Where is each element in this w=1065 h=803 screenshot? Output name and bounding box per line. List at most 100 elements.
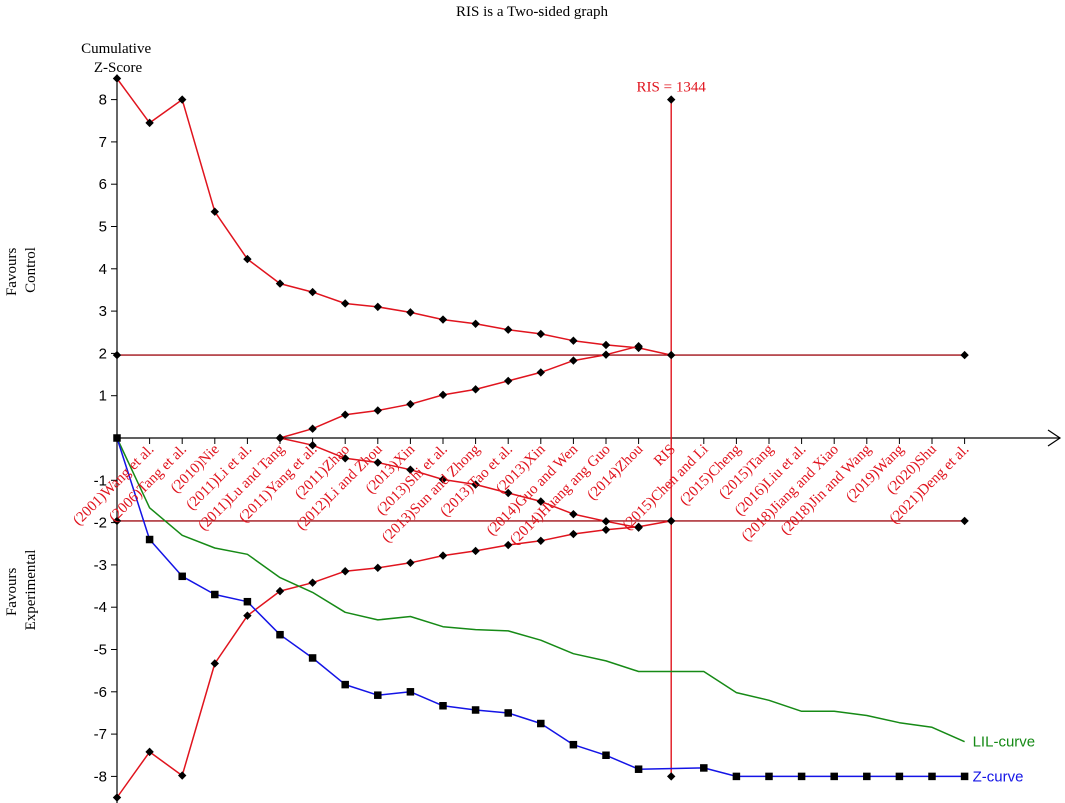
lower-monitoring-boundary-point: [275, 586, 285, 596]
lower-futility-boundary-point: [341, 454, 350, 463]
upper-futility-boundary-line: [279, 345, 639, 439]
z-curve-point: [145, 535, 154, 544]
z-curve-point: [634, 765, 643, 773]
z-curve-point: [928, 772, 936, 781]
z-curve-point: [211, 590, 219, 599]
series-layer: [112, 74, 969, 802]
lower-monitoring-boundary-series: [112, 516, 676, 802]
lower-futility-boundary-point: [504, 488, 513, 498]
upper-futility-boundary-point: [471, 385, 480, 394]
ris-marker-bottom: [667, 772, 676, 781]
y-tick-label: -2: [94, 515, 107, 532]
lower-monitoring-boundary-point: [601, 525, 611, 534]
lower-monitoring-boundary-point: [243, 611, 252, 620]
upper-monitoring-boundary-point: [601, 340, 611, 350]
z-curve-point: [439, 702, 447, 710]
z-curve-point: [863, 772, 871, 781]
y-tick-label: 3: [99, 303, 107, 320]
upper-futility-boundary-point: [634, 342, 643, 351]
upper-futility-boundary-point: [341, 410, 350, 419]
legend: LIL-curve Z-curve: [973, 734, 1036, 786]
lower-futility-boundary-point: [601, 517, 611, 526]
y-axis-label-line-2: Z-Score: [94, 60, 143, 76]
upper-monitoring-boundary-point: [112, 74, 122, 83]
favours-control-label: Favours Control: [4, 244, 39, 296]
y-tick-label: -8: [94, 768, 107, 785]
x-tick-label: RIS: [651, 442, 679, 470]
y-tick-label: 2: [99, 345, 107, 362]
upper-monitoring-boundary-point: [275, 279, 285, 288]
upper-monitoring-boundary-point: [373, 302, 382, 312]
ris-label: RIS = 1344: [637, 80, 707, 96]
z-curve-point: [471, 706, 480, 714]
z-curve-point: [406, 688, 415, 696]
lower-monitoring-boundary-point: [438, 551, 448, 560]
upper-futility-boundary-point: [308, 424, 317, 433]
z-curve-point: [797, 772, 806, 781]
favours-experimental-line-2: Experimental: [23, 550, 39, 631]
favours-control-line-1: Favours: [4, 248, 20, 296]
lower-monitoring-boundary-point: [569, 529, 578, 539]
lower-monitoring-boundary-point: [471, 546, 480, 556]
lower-futility-boundary-point: [373, 458, 382, 467]
lower-monitoring-boundary-point: [145, 747, 154, 757]
y-axis-label: Cumulative Z-Score: [81, 41, 155, 76]
y-tick-label: -4: [94, 599, 107, 616]
y-tick-label: 1: [99, 388, 107, 405]
lil-curve-series: [116, 437, 965, 743]
lower-monitoring-boundary-point: [178, 771, 187, 780]
lower-monitoring-boundary-point: [373, 563, 382, 573]
lower-monitoring-boundary-point: [341, 567, 350, 576]
lower-futility-boundary-point: [308, 440, 317, 450]
upper-futility-boundary-point: [504, 376, 513, 386]
legend-label: LIL-curve: [973, 734, 1036, 751]
lower-futility-boundary-point: [438, 475, 448, 484]
z-curve-point: [732, 772, 741, 781]
upper-monitoring-boundary-point: [569, 336, 578, 345]
upper-monitoring-boundary-point: [406, 308, 415, 317]
lower-monitoring-boundary-point: [308, 578, 317, 587]
z-curve-point: [341, 680, 349, 689]
lower-futility-boundary-series: [275, 433, 643, 532]
y-tick-label: -6: [94, 684, 107, 701]
y-tick-label: -1: [94, 472, 107, 489]
lil-curve-line: [116, 437, 965, 743]
z-curve-point: [276, 630, 284, 639]
z-curve-point: [113, 434, 121, 442]
y-tick-label: -7: [94, 726, 107, 743]
upper-monitoring-boundary-point: [308, 287, 317, 297]
upper-futility-boundary-point: [438, 390, 448, 400]
upper-monitoring-boundary-point: [145, 118, 154, 128]
lower-monitoring-boundary-point: [536, 536, 545, 545]
lower-futility-boundary-point: [569, 509, 578, 519]
z-curve-point: [537, 719, 545, 728]
y-tick-label: 8: [99, 92, 107, 109]
lower-futility-boundary-point: [634, 523, 643, 532]
y-tick-label: -3: [94, 557, 107, 574]
upper-futility-boundary-point: [536, 368, 545, 377]
upper-monitoring-boundary-line: [116, 78, 672, 356]
upper-monitoring-boundary-point: [471, 319, 480, 328]
lower-monitoring-boundary-point: [504, 540, 513, 550]
z-curve-point: [830, 772, 838, 781]
upper-monitoring-boundary-point: [504, 325, 513, 334]
z-curve-point: [308, 654, 317, 662]
upper-futility-boundary-series: [275, 342, 643, 443]
z-curve-point: [569, 740, 578, 749]
y-tick-label: 6: [99, 176, 107, 193]
chart-title: RIS is a Two-sided graph: [456, 4, 608, 20]
y-axis-label-line-1: Cumulative: [81, 41, 151, 57]
z-curve-point: [602, 751, 610, 759]
lower-futility-boundary-point: [471, 480, 480, 489]
lower-monitoring-boundary-line: [116, 520, 672, 798]
z-curve-point: [504, 709, 512, 717]
conventional-boundary-marker: [112, 516, 122, 526]
lower-futility-boundary-line: [279, 437, 639, 529]
ris-marker-top: [667, 95, 676, 104]
z-curve-point: [374, 691, 382, 699]
lower-monitoring-boundary-point: [112, 793, 122, 802]
lower-monitoring-boundary-point: [210, 659, 219, 668]
upper-monitoring-boundary-point: [341, 299, 350, 308]
favours-experimental-label: Favours Experimental: [4, 550, 39, 631]
legend-label: Z-curve: [973, 768, 1024, 785]
